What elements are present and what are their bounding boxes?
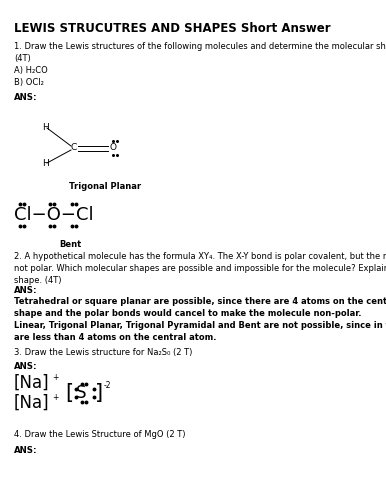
- Text: O: O: [110, 144, 117, 152]
- Text: H: H: [42, 158, 49, 168]
- Text: C: C: [71, 144, 77, 152]
- Text: [Na]: [Na]: [14, 394, 50, 412]
- Text: [Na]: [Na]: [14, 374, 50, 392]
- Text: ]: ]: [95, 383, 103, 403]
- Text: Trigonal Planar: Trigonal Planar: [69, 182, 141, 191]
- Text: 1. Draw the Lewis structures of the following molecules and determine the molecu: 1. Draw the Lewis structures of the foll…: [14, 42, 386, 88]
- Text: -2: -2: [104, 380, 112, 390]
- Text: ANS:: ANS:: [14, 362, 37, 371]
- Text: [: [: [65, 383, 73, 403]
- Text: 3. Draw the Lewis structure for Na₂S₀ (2 T): 3. Draw the Lewis structure for Na₂S₀ (2…: [14, 348, 192, 357]
- Text: ANS:: ANS:: [14, 93, 37, 102]
- Text: +: +: [52, 392, 58, 402]
- Text: H: H: [42, 124, 49, 132]
- Text: ANS:: ANS:: [14, 446, 37, 455]
- Text: Bent: Bent: [59, 240, 81, 249]
- Text: 2. A hypothetical molecule has the formula XY₄. The X-Y bond is polar covalent, : 2. A hypothetical molecule has the formu…: [14, 252, 386, 286]
- Text: 4. Draw the Lewis Structure of MgO (2 T): 4. Draw the Lewis Structure of MgO (2 T): [14, 430, 186, 439]
- Text: Cl−O−Cl: Cl−O−Cl: [14, 206, 94, 224]
- Text: +: +: [52, 372, 58, 382]
- Text: LEWIS STRUCUTRES AND SHAPES Short Answer: LEWIS STRUCUTRES AND SHAPES Short Answer: [14, 22, 331, 35]
- Text: Tetrahedral or square planar are possible, since there are 4 atoms on the centra: Tetrahedral or square planar are possibl…: [14, 297, 386, 343]
- Text: ANS:: ANS:: [14, 286, 37, 295]
- Text: S: S: [76, 384, 86, 402]
